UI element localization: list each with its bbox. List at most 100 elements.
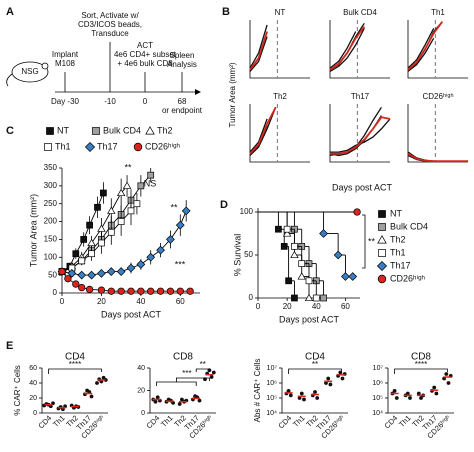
panel-label: B: [222, 6, 230, 18]
marker: [166, 235, 175, 244]
marker: [98, 239, 105, 247]
y-tick-label: 50: [48, 270, 57, 279]
mean-curve: [329, 26, 366, 71]
y-tick-label: 0: [141, 410, 145, 417]
y-tick-label: 100: [44, 252, 58, 261]
y-tick-label: 10⁷: [373, 365, 384, 372]
y-tick-label: 20: [29, 395, 37, 402]
category-label: Th1: [291, 413, 307, 429]
data-point: [313, 390, 317, 394]
y-axis-label: Abs # CAR⁺ Cells: [253, 359, 262, 423]
legend-label: Th1: [390, 247, 406, 257]
legend-marker: [84, 141, 96, 153]
marker: [116, 188, 126, 197]
axis: [249, 20, 310, 79]
series-line: [61, 174, 152, 273]
data-point: [446, 381, 451, 385]
mean-curve: [249, 106, 277, 155]
data-point: [288, 393, 293, 398]
data-point: [408, 396, 412, 400]
y-tick-label: 10⁷: [267, 365, 278, 372]
data-point: [103, 378, 108, 382]
legend-marker: [46, 127, 54, 135]
annotation: **: [170, 202, 178, 212]
data-point: [405, 391, 410, 396]
tumor-curve: [407, 28, 435, 69]
x-axis-label: Days post ACT: [332, 182, 393, 192]
step-label: Spleen: [170, 51, 195, 60]
marker: [175, 220, 185, 230]
marker: [127, 287, 135, 295]
series-line: [61, 185, 128, 272]
data-point: [324, 381, 328, 385]
y-tick-label: 10⁶: [372, 380, 383, 387]
marker: [304, 293, 314, 302]
marker: [94, 203, 101, 211]
step-label: + 4e6 bulk CD8: [117, 59, 173, 68]
marker: [285, 277, 292, 285]
marker: [186, 287, 194, 295]
data-point: [211, 370, 216, 375]
marker: [107, 228, 115, 236]
annotation: **: [200, 360, 206, 369]
step-label: Implant: [52, 50, 79, 59]
data-point: [432, 385, 437, 390]
marker: [97, 286, 106, 294]
step-label: 4e6 CD4+ subset: [114, 50, 177, 59]
marker: [291, 294, 298, 302]
data-point: [286, 388, 291, 393]
legend-label: Th2: [157, 125, 173, 135]
y-axis-label: % CAR⁺ Cells: [13, 365, 22, 415]
legend-marker: [377, 274, 387, 284]
annotation: **: [124, 162, 132, 172]
axis: [407, 20, 468, 79]
time-label: -10: [104, 97, 116, 106]
marker: [156, 287, 165, 295]
marker: [107, 287, 115, 295]
legend-label: Bulk CD4: [103, 125, 141, 135]
step-label: M108: [55, 59, 76, 68]
legend-label: Th2: [390, 234, 406, 244]
mouse-icon: [11, 61, 49, 83]
mean-curve: [407, 152, 468, 163]
step-label: CD3/ICOS beads,: [78, 20, 142, 29]
marker: [280, 243, 288, 250]
x-tick-label: 0: [60, 297, 65, 306]
data-point: [89, 394, 94, 399]
marker: [87, 270, 96, 280]
legend-marker: [376, 260, 388, 272]
time-label: 0: [143, 97, 148, 106]
y-tick-label: 350: [44, 163, 58, 172]
marker: [133, 200, 141, 208]
axis: [387, 368, 454, 414]
tumor-curve: [407, 37, 435, 72]
marker: [100, 189, 107, 197]
tumor-curve: [330, 118, 391, 153]
tumor-curve: [329, 31, 357, 69]
x-tick-label: 40: [136, 297, 145, 306]
marker: [312, 294, 320, 302]
data-point: [297, 396, 302, 400]
y-axis-label: % Survival: [232, 234, 242, 277]
legend-marker: [378, 210, 386, 218]
legend-label: NT: [390, 208, 402, 218]
bracket: [156, 377, 210, 386]
panel-label: A: [6, 6, 14, 18]
y-tick-label: 10⁶: [266, 380, 277, 387]
data-point: [315, 396, 320, 400]
panel-label: D: [220, 199, 228, 211]
marker: [58, 267, 66, 276]
axis: [329, 20, 390, 79]
y-tick-label: 60: [29, 365, 37, 372]
y-tick-label: 0: [53, 288, 58, 297]
legend-label: CD26ʰⁱᵍʰ: [390, 273, 425, 283]
panel-title: CD26ʰⁱᵍʰ: [422, 92, 453, 101]
data-point: [197, 398, 202, 403]
marker: [86, 221, 93, 229]
axis: [329, 104, 390, 163]
marker: [85, 285, 94, 294]
annotation: **: [312, 360, 318, 369]
y-tick-label: 10⁵: [266, 395, 277, 402]
panel-label: C: [6, 125, 14, 137]
